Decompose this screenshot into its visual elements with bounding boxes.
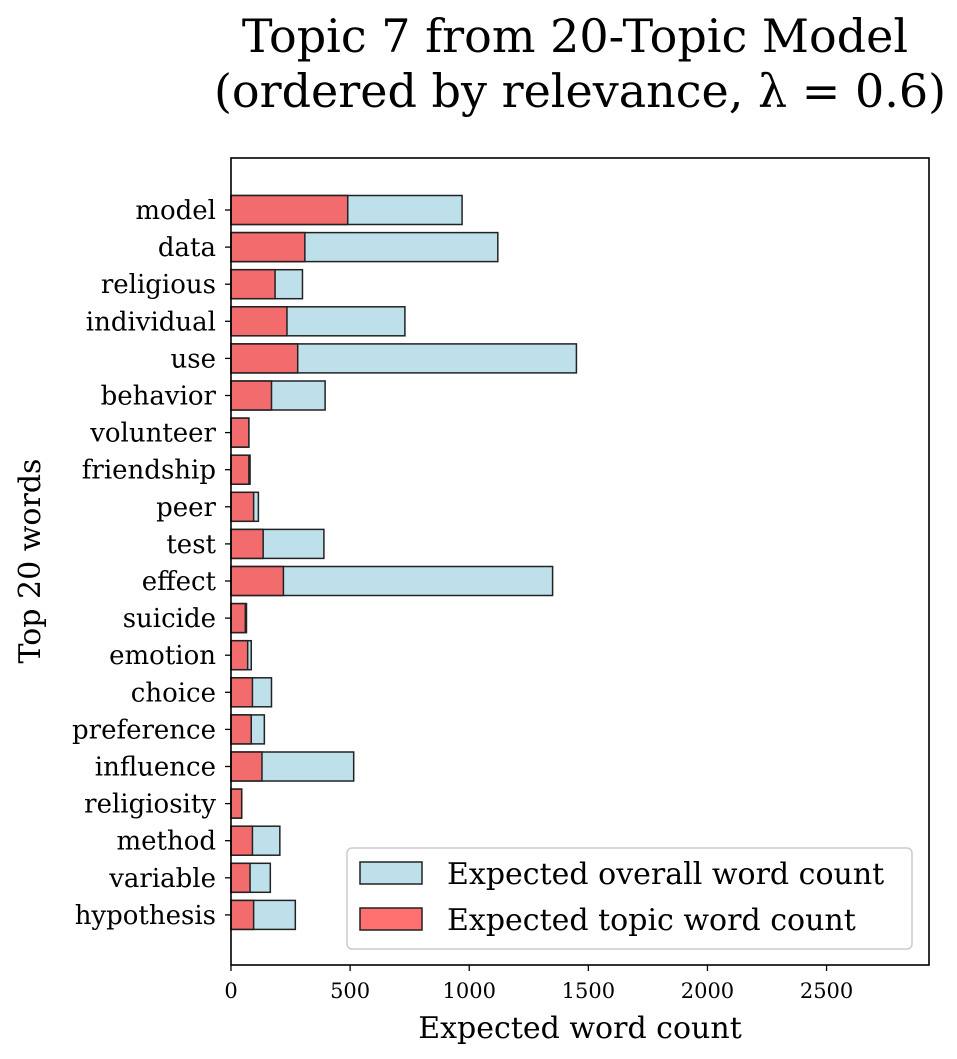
bar-expected-topic-word-count-use	[230, 343, 299, 374]
category-label-test: test	[166, 530, 216, 560]
category-label-suicide: suicide	[123, 604, 216, 634]
bar-expected-topic-word-count-suicide	[230, 602, 247, 634]
legend-label-overall: Expected overall word count	[447, 857, 884, 892]
x-tick-label-500: 500	[330, 979, 370, 1003]
legend-frame	[346, 847, 913, 950]
category-label-data: data	[158, 233, 216, 263]
category-label-method: method	[116, 827, 216, 857]
category-label-volunteer: volunteer	[89, 419, 216, 449]
category-label-peer: peer	[156, 493, 216, 523]
chart-title-line-1: Topic 7 from 20-Topic Model	[242, 9, 908, 63]
category-label-religious: religious	[101, 270, 216, 300]
bar-expected-topic-word-count-religiosity	[230, 788, 243, 819]
bar-expected-topic-word-count-hypothesis	[230, 899, 255, 931]
bar-expected-topic-word-count-preference	[230, 714, 252, 745]
category-label-effect: effect	[142, 567, 217, 597]
category-labels: model data religious individual use behavior v…	[72, 196, 231, 931]
category-label-friendship: friendship	[82, 456, 216, 486]
category-label-behavior: behavior	[101, 382, 217, 412]
bar-expected-topic-word-count-effect	[230, 565, 285, 597]
category-label-individual: individual	[86, 307, 216, 337]
chart-title-line-2: (ordered by relevance, λ = 0.6)	[214, 64, 946, 118]
legend-label-topic: Expected topic word count	[447, 903, 856, 938]
category-label-choice: choice	[131, 678, 216, 708]
bar-expected-topic-word-count-emotion	[230, 639, 249, 671]
bar-expected-overall-word-count-effect	[230, 565, 554, 597]
x-tick-label-1000: 1000	[442, 979, 495, 1003]
category-label-hypothesis: hypothesis	[75, 901, 216, 931]
bar-expected-topic-word-count-volunteer	[230, 417, 250, 448]
bar-expected-topic-word-count-test	[230, 528, 264, 560]
category-label-variable: variable	[108, 864, 216, 894]
bar-expected-topic-word-count-model	[230, 194, 349, 226]
bar-expected-topic-word-count-data	[230, 231, 306, 263]
bar-expected-topic-word-count-behavior	[230, 380, 273, 411]
x-axis-ticks: 0 500 1000 1500 2000 2500	[224, 965, 853, 1003]
category-label-use: use	[171, 344, 216, 374]
category-label-emotion: emotion	[109, 641, 216, 671]
bar-expected-topic-word-count-peer	[230, 491, 255, 523]
legend: Expected overall word count Expected top…	[346, 847, 913, 950]
bar-expected-topic-word-count-variable	[230, 862, 251, 894]
category-label-model: model	[135, 196, 216, 226]
category-label-influence: influence	[95, 753, 216, 783]
x-axis-label: Expected word count	[418, 1011, 742, 1046]
x-tick-label-2000: 2000	[681, 979, 734, 1003]
y-axis-label: Top 20 words	[13, 459, 48, 664]
category-label-religiosity: religiosity	[84, 790, 216, 820]
x-tick-label-2500: 2500	[800, 979, 853, 1003]
category-label-preference: preference	[72, 715, 216, 745]
bar-expected-topic-word-count-religious	[230, 268, 276, 300]
bar-expected-topic-word-count-friendship	[230, 454, 250, 485]
legend-swatch-overall	[359, 861, 423, 885]
bar-expected-topic-word-count-influence	[230, 751, 263, 782]
bar-expected-topic-word-count-method	[230, 825, 254, 856]
legend-swatch-topic	[359, 907, 423, 931]
plot-frame	[230, 157, 930, 966]
bars-group	[230, 194, 578, 931]
bar-expected-topic-word-count-individual	[230, 306, 288, 337]
bar-expected-topic-word-count-choice	[230, 677, 254, 708]
x-tick-label-1500: 1500	[562, 979, 615, 1003]
x-tick-label-0: 0	[224, 979, 237, 1003]
